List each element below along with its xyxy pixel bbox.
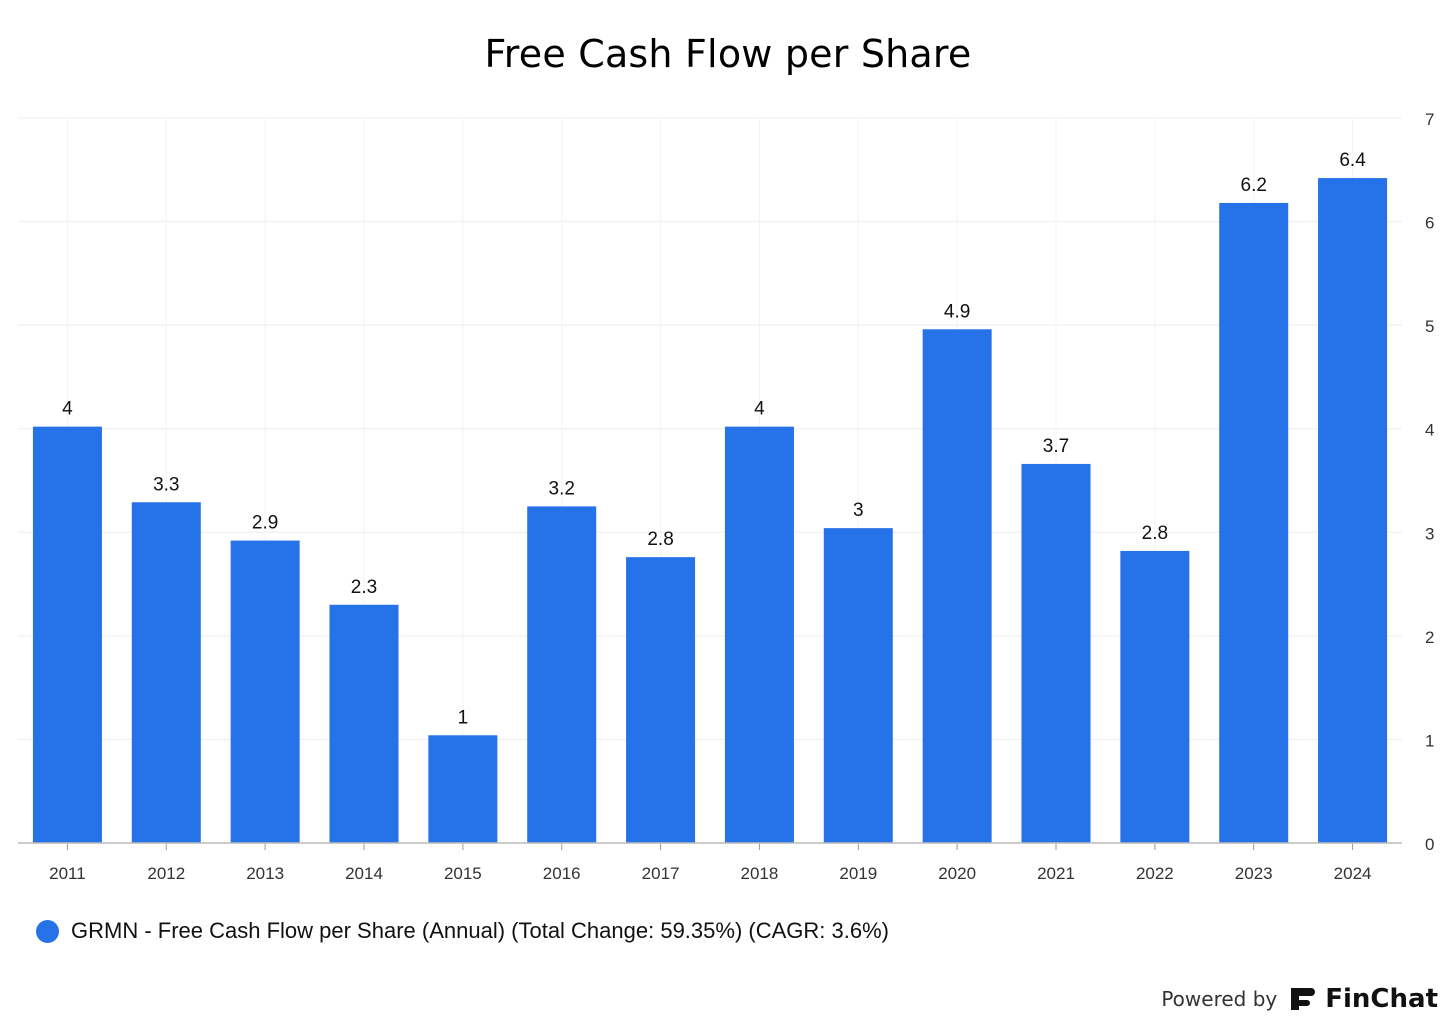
legend[interactable]: GRMN - Free Cash Flow per Share (Annual)… [36,918,889,944]
y-tick-label: 6 [1425,214,1434,233]
bar-2013[interactable] [230,540,300,843]
powered-by-badge[interactable]: Powered by FinChat [1161,984,1438,1014]
bar-2017[interactable] [626,557,696,843]
bar-2016[interactable] [527,506,597,843]
data-label: 6.4 [1339,150,1366,171]
y-tick-label: 3 [1425,524,1434,543]
data-label: 4.9 [944,301,970,322]
y-tick-label: 0 [1425,835,1434,854]
data-label: 2.3 [351,577,377,598]
bar-2023[interactable] [1219,202,1289,843]
bar-2024[interactable] [1318,178,1388,844]
y-axis-ticks: 0 1 2 3 4 5 6 7 [1425,110,1434,854]
x-tick-label: 2024 [1334,864,1372,883]
x-tick-label: 2011 [49,864,86,883]
y-tick-label: 2 [1425,628,1434,647]
finchat-logo-icon [1291,988,1316,1010]
bars [32,178,1388,844]
x-tick-label: 2014 [345,864,383,883]
x-tick-label: 2013 [246,864,284,883]
grid-lines [18,117,1402,843]
data-label: 6.2 [1241,175,1267,196]
brand-name: FinChat [1325,984,1438,1014]
data-label: 3.7 [1043,436,1069,457]
x-tick-label: 2020 [938,864,976,883]
bar-2020[interactable] [922,329,992,843]
x-tick-label: 2012 [147,864,185,883]
data-label: 3.2 [549,478,575,499]
data-label: 3.3 [153,474,179,495]
bar-2011[interactable] [32,426,102,843]
bar-2015[interactable] [428,735,498,843]
chart-title: Free Cash Flow per Share [484,32,972,76]
x-axis-ticks: 2011 2012 2013 2014 2015 2016 2017 2018 2019 2020… [49,843,1371,883]
data-labels: 4 3.3 2.9 2.3 1 3.2 2.8 4 3 4.9 3.7 2.8 6.2 6.4 [62,150,1366,728]
y-tick-label: 7 [1425,110,1434,129]
powered-by-text: Powered by [1161,987,1278,1011]
data-label: 2.8 [1142,523,1168,544]
bar-2019[interactable] [823,528,893,843]
data-label: 1 [458,707,469,728]
x-tick-label: 2023 [1235,864,1273,883]
y-tick-label: 5 [1425,317,1434,336]
data-label: 4 [62,399,73,420]
data-label: 4 [754,399,765,420]
bar-2021[interactable] [1021,463,1091,843]
x-tick-label: 2017 [642,864,680,883]
data-label: 3 [853,500,864,521]
x-tick-label: 2015 [444,864,482,883]
x-tick-label: 2018 [741,864,779,883]
bar-2022[interactable] [1120,550,1190,843]
x-tick-label: 2021 [1037,864,1075,883]
x-tick-label: 2022 [1136,864,1174,883]
y-tick-label: 1 [1425,731,1434,750]
bar-2018[interactable] [724,426,794,843]
x-tick-label: 2019 [839,864,877,883]
y-tick-label: 4 [1425,421,1434,440]
data-label: 2.9 [252,513,278,534]
legend-label: GRMN - Free Cash Flow per Share (Annual)… [71,918,889,943]
legend-marker [36,919,59,943]
bar-2012[interactable] [131,502,201,843]
x-tick-label: 2016 [543,864,581,883]
data-label: 2.8 [647,529,673,550]
bar-2014[interactable] [329,604,399,843]
